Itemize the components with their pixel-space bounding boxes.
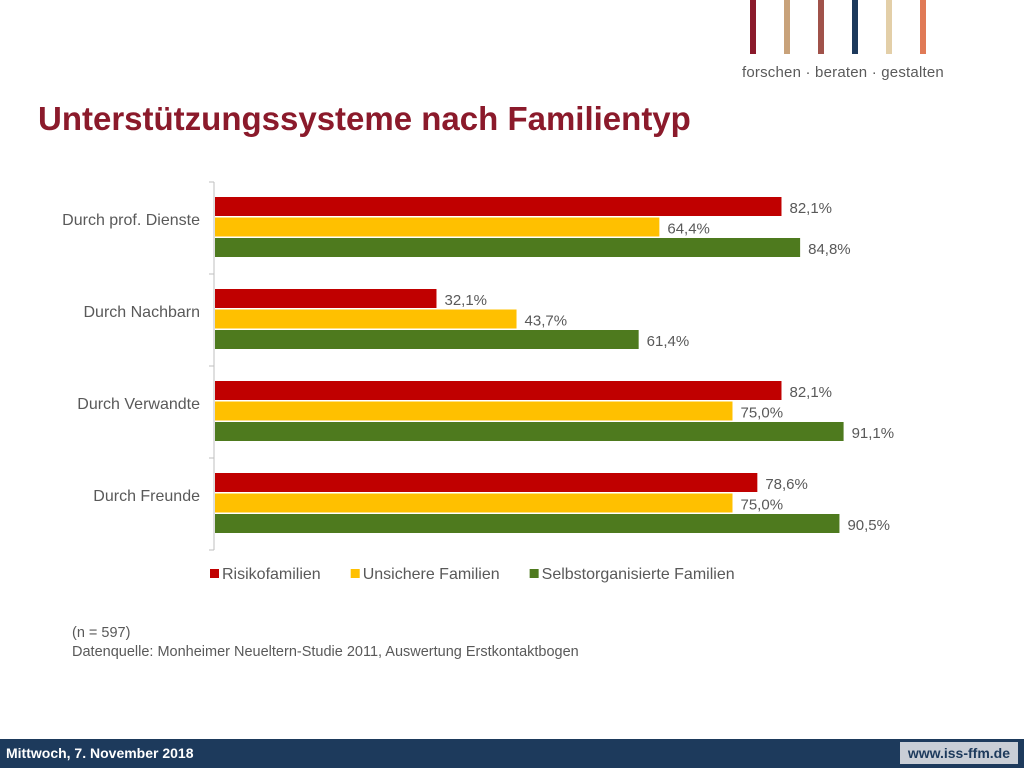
bar	[215, 330, 639, 349]
data-label: 64,4%	[667, 221, 710, 238]
footer-url[interactable]: www.iss-ffm.de	[899, 742, 1018, 764]
data-label: 90,5%	[847, 517, 890, 534]
slide-title: Unterstützungssysteme nach Familientyp	[38, 100, 691, 137]
bar	[215, 197, 782, 216]
data-label: 75,0%	[741, 497, 784, 514]
legend-swatch	[350, 569, 360, 578]
bar	[215, 422, 844, 441]
data-label: 43,7%	[525, 313, 568, 330]
legend-entry: Risikofamilien	[222, 566, 321, 583]
logo-stripe	[818, 0, 824, 54]
bar	[215, 289, 437, 308]
sample-size-note: (n = 597)	[72, 625, 131, 641]
data-label: 91,1%	[852, 425, 895, 442]
data-source-note: Datenquelle: Monheimer Neueltern-Studie …	[72, 644, 579, 660]
legend-swatch	[210, 569, 219, 578]
bar	[215, 514, 840, 533]
data-label: 32,1%	[444, 292, 487, 309]
logo-stripes	[750, 0, 940, 56]
bar	[215, 238, 801, 257]
footer-date: Mittwoch, 7. November 2018	[6, 745, 194, 761]
category-label: Durch prof. Dienste	[62, 212, 200, 229]
logo-stripe	[750, 0, 756, 54]
bar	[215, 309, 517, 329]
bar	[215, 493, 733, 513]
bar	[215, 381, 782, 400]
data-label: 61,4%	[647, 333, 690, 350]
logo-stripe	[852, 0, 858, 54]
notes: (n = 597) Datenquelle: Monheimer Neuelte…	[72, 624, 579, 662]
category-label: Durch Freunde	[93, 488, 200, 505]
category-label: Durch Verwandte	[77, 396, 200, 413]
bar	[215, 217, 660, 237]
bar	[215, 401, 733, 421]
logo-tagline: forschen · beraten · gestalten	[742, 64, 944, 81]
bar	[215, 473, 758, 492]
logo-stripe	[784, 0, 790, 54]
data-label: 82,1%	[789, 384, 832, 401]
footer-bar: Mittwoch, 7. November 2018 www.iss-ffm.d…	[0, 739, 1024, 768]
data-label: 75,0%	[741, 405, 784, 422]
legend-entry: Selbstorganisierte Familien	[542, 566, 735, 583]
data-label: 82,1%	[789, 200, 832, 217]
bar-chart: Durch prof. Dienste 82,1% 64,4% 84,8% Durch …	[62, 181, 895, 583]
category-label: Durch Nachbarn	[84, 304, 201, 321]
legend-swatch	[529, 569, 539, 578]
logo-stripe	[886, 0, 892, 54]
legend-entry: Unsichere Familien	[363, 566, 500, 583]
data-label: 84,8%	[808, 241, 851, 258]
logo-stripe	[920, 0, 926, 54]
data-label: 78,6%	[765, 476, 808, 493]
